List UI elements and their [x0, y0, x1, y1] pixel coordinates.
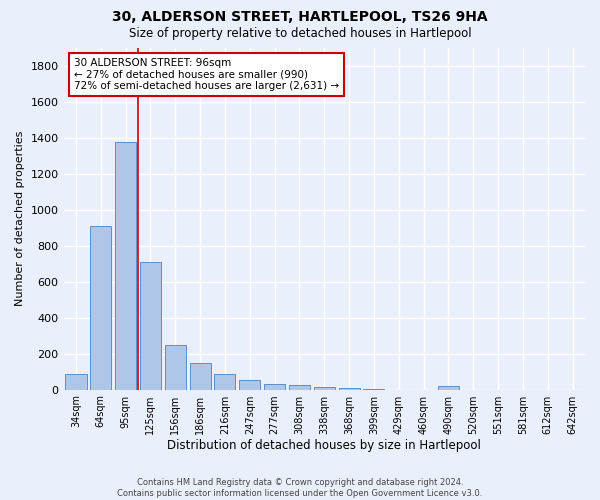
Bar	[314, 388, 335, 390]
Bar	[115, 142, 136, 390]
Text: 30 ALDERSON STREET: 96sqm
← 27% of detached houses are smaller (990)
72% of semi: 30 ALDERSON STREET: 96sqm ← 27% of detac…	[74, 58, 339, 91]
Y-axis label: Number of detached properties: Number of detached properties	[15, 131, 25, 306]
Bar	[338, 388, 359, 390]
Text: 30, ALDERSON STREET, HARTLEPOOL, TS26 9HA: 30, ALDERSON STREET, HARTLEPOOL, TS26 9H…	[112, 10, 488, 24]
Bar	[140, 262, 161, 390]
Bar	[214, 374, 235, 390]
Text: Size of property relative to detached houses in Hartlepool: Size of property relative to detached ho…	[128, 28, 472, 40]
Bar	[239, 380, 260, 390]
Bar	[438, 386, 459, 390]
Bar	[65, 374, 86, 390]
Bar	[165, 345, 186, 390]
X-axis label: Distribution of detached houses by size in Hartlepool: Distribution of detached houses by size …	[167, 440, 481, 452]
Bar	[364, 388, 385, 390]
Bar	[190, 363, 211, 390]
Text: Contains HM Land Registry data © Crown copyright and database right 2024.
Contai: Contains HM Land Registry data © Crown c…	[118, 478, 482, 498]
Bar	[264, 384, 285, 390]
Bar	[90, 226, 112, 390]
Bar	[289, 384, 310, 390]
